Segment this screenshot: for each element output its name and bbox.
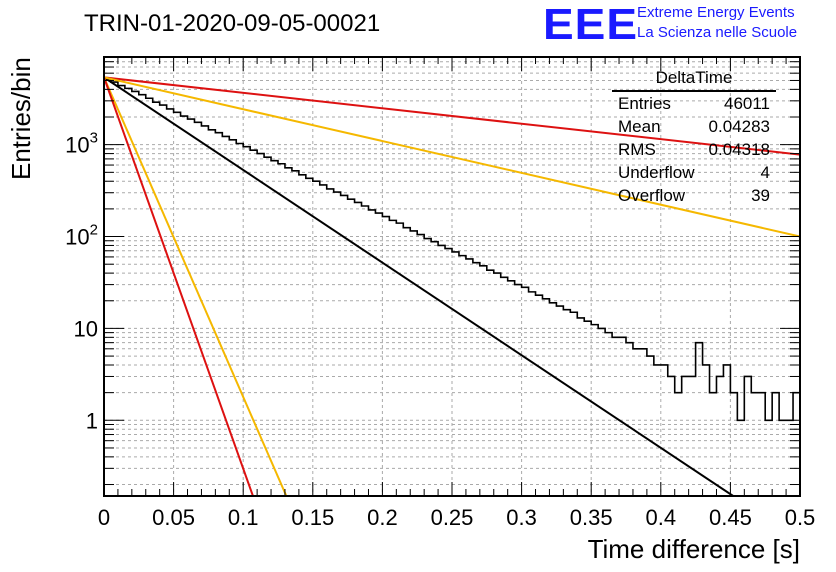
stats-label: RMS [618, 140, 656, 159]
stats-box: DeltaTime Entries 46011 Mean 0.04283 RMS 0.… [612, 68, 776, 207]
x-tick-label: 0.25 [431, 505, 474, 530]
x-tick-label: 0.1 [228, 505, 259, 530]
y-tick-label: 10 [74, 316, 98, 341]
y-tick-label: 102 [65, 222, 98, 250]
x-tick-label: 0.45 [709, 505, 752, 530]
axis-ticks [103, 56, 801, 496]
x-tick-label: 0.5 [785, 505, 816, 530]
fit-lines [104, 76, 800, 496]
stats-title: DeltaTime [612, 68, 776, 92]
fit-line-3 [104, 76, 288, 496]
eee-logo: EEE [543, 0, 639, 49]
x-tick-label: 0.05 [152, 505, 195, 530]
stats-row-entries: Entries 46011 [612, 92, 776, 115]
x-tick-label: 0 [98, 505, 110, 530]
x-tick-label: 0.2 [367, 505, 398, 530]
grid-lines [103, 56, 801, 496]
logo-line-2: La Scienza nelle Scuole [637, 24, 798, 41]
stats-row-underflow: Underflow 4 [612, 161, 776, 184]
y-tick-label: 1 [86, 408, 98, 433]
stats-label: Underflow [618, 163, 695, 182]
x-tick-label: 0.15 [291, 505, 334, 530]
x-tick-label: 0.4 [646, 505, 677, 530]
stats-row-overflow: Overflow 39 [612, 184, 776, 207]
stats-value: 46011 [723, 94, 770, 113]
stats-label: Overflow [618, 186, 686, 205]
plot-title: TRIN-01-2020-09-05-00021 [84, 10, 381, 37]
stats-value: 39 [751, 186, 770, 205]
stats-label: Entries [618, 94, 671, 113]
y-tick-labels: 1 10 102 103 [65, 130, 98, 434]
fit-line-2 [104, 76, 800, 238]
stats-row-rms: RMS 0.04318 [612, 138, 776, 161]
fit-line-4 [104, 77, 254, 496]
histogram [104, 78, 800, 496]
stats-value: 4 [760, 163, 770, 182]
histogram-bins [104, 78, 800, 496]
fit-line-1 [104, 76, 800, 156]
x-tick-labels: 0 0.05 0.1 0.15 0.2 0.25 0.3 0.35 0.4 0.45 0.5 [98, 505, 815, 530]
fit-line-0 [104, 76, 734, 496]
stats-label: Mean [618, 117, 661, 136]
y-axis-label: Entries/bin [6, 57, 36, 180]
stats-value: 0.04318 [708, 140, 770, 159]
y-tick-label: 103 [65, 130, 98, 158]
logo-line-1: Extreme Energy Events [637, 4, 795, 21]
stats-row-mean: Mean 0.04283 [612, 115, 776, 138]
x-tick-label: 0.35 [570, 505, 613, 530]
x-axis-label: Time difference [s] [588, 534, 800, 564]
stats-value: 0.04283 [708, 117, 770, 136]
x-tick-label: 0.3 [506, 505, 537, 530]
